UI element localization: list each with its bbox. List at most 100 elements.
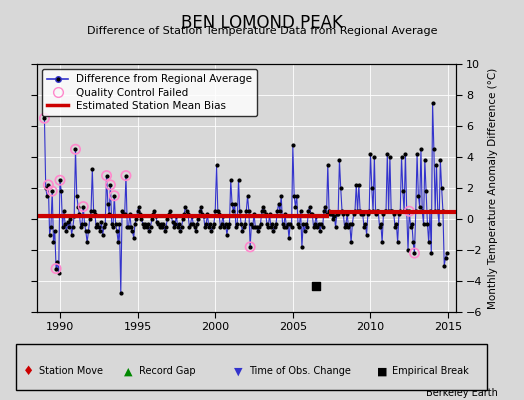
- Point: [322, 211, 331, 218]
- Point: [131, 220, 139, 227]
- Point: [114, 239, 123, 246]
- Point: [239, 224, 248, 230]
- Point: [247, 220, 256, 227]
- Point: [195, 208, 204, 214]
- Point: [207, 228, 215, 234]
- Point: [401, 151, 410, 157]
- Point: [167, 213, 176, 219]
- Point: [426, 208, 434, 214]
- Point: [319, 224, 327, 230]
- Point: [439, 208, 447, 214]
- Point: [201, 224, 209, 230]
- Point: [280, 224, 288, 230]
- Point: [360, 224, 368, 230]
- Point: [438, 185, 446, 191]
- Point: [409, 239, 418, 246]
- Point: [145, 228, 154, 234]
- Point: [443, 250, 451, 256]
- Point: [269, 228, 278, 234]
- Point: [110, 192, 118, 199]
- Point: [297, 208, 305, 214]
- Point: [52, 266, 60, 272]
- Point: [219, 213, 227, 219]
- Point: [432, 162, 441, 168]
- Point: [158, 224, 166, 230]
- Point: [331, 224, 340, 230]
- Point: [365, 208, 374, 214]
- Point: [436, 157, 444, 163]
- Point: [49, 239, 58, 246]
- Point: [122, 172, 130, 179]
- Point: [224, 224, 232, 230]
- Point: [220, 224, 228, 230]
- Point: [92, 224, 101, 230]
- Point: [304, 208, 313, 214]
- Point: [144, 220, 152, 227]
- Point: [264, 224, 272, 230]
- Point: [423, 220, 432, 227]
- Point: [40, 115, 49, 122]
- Point: [387, 208, 396, 214]
- Point: [308, 211, 316, 218]
- Point: [70, 213, 79, 219]
- Point: [68, 231, 76, 238]
- Point: [71, 146, 80, 152]
- Point: [347, 239, 355, 246]
- Point: [128, 228, 137, 234]
- Point: [254, 228, 262, 234]
- Point: [127, 224, 135, 230]
- Point: [71, 146, 80, 152]
- Point: [233, 220, 242, 227]
- Point: [378, 239, 386, 246]
- Point: [329, 216, 337, 222]
- Text: Record Gap: Record Gap: [139, 366, 195, 376]
- Point: [146, 224, 155, 230]
- Point: [356, 208, 364, 214]
- Point: [200, 213, 208, 219]
- Point: [204, 224, 213, 230]
- Point: [361, 220, 369, 227]
- Point: [79, 203, 88, 210]
- Point: [351, 208, 359, 214]
- Point: [85, 216, 94, 222]
- Point: [276, 208, 284, 214]
- Point: [73, 192, 81, 199]
- Point: [124, 224, 133, 230]
- Point: [253, 224, 261, 230]
- Point: [385, 208, 393, 214]
- Point: [135, 203, 143, 210]
- Point: [358, 211, 367, 218]
- Point: [422, 188, 430, 194]
- Point: [80, 220, 89, 227]
- Point: [242, 208, 250, 214]
- Text: ▼: ▼: [234, 366, 243, 376]
- Point: [405, 208, 413, 214]
- Point: [52, 266, 60, 272]
- Point: [209, 224, 217, 230]
- Point: [210, 220, 218, 227]
- Point: [150, 208, 159, 214]
- Point: [54, 270, 63, 276]
- Point: [202, 220, 210, 227]
- Point: [241, 220, 249, 227]
- Point: [267, 224, 275, 230]
- Point: [112, 220, 120, 227]
- Point: [168, 219, 177, 225]
- Point: [391, 224, 399, 230]
- Point: [427, 250, 435, 256]
- Point: [324, 162, 332, 168]
- Point: [410, 250, 419, 256]
- Point: [268, 220, 276, 227]
- Point: [352, 182, 361, 188]
- Point: [298, 244, 306, 250]
- Point: [303, 224, 311, 230]
- Point: [355, 182, 363, 188]
- Point: [317, 220, 325, 227]
- Point: [79, 203, 88, 210]
- Point: [246, 244, 254, 250]
- Point: [188, 213, 196, 219]
- Point: [182, 208, 191, 214]
- Text: Station Move: Station Move: [39, 366, 103, 376]
- Point: [162, 224, 170, 230]
- Point: [48, 188, 57, 194]
